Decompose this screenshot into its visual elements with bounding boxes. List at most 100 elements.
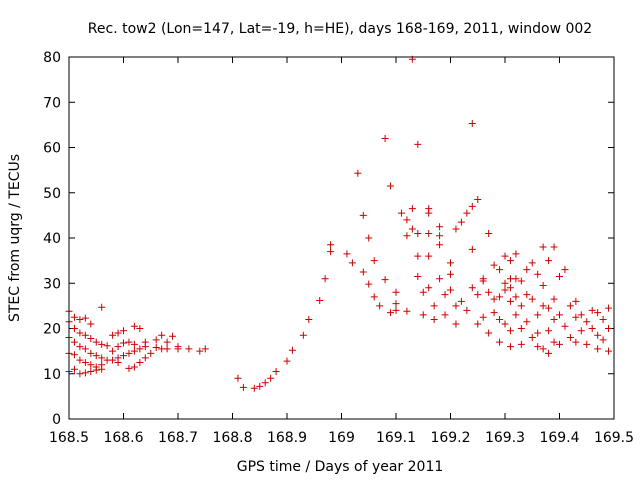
data-point bbox=[403, 307, 411, 315]
data-point bbox=[583, 340, 591, 348]
data-point bbox=[572, 338, 580, 346]
data-point bbox=[141, 354, 149, 362]
y-tick-label: 60 bbox=[43, 141, 61, 157]
data-point bbox=[539, 345, 547, 353]
data-point bbox=[414, 252, 422, 260]
data-point bbox=[599, 315, 607, 323]
y-axis-label: STEC from uqrg / TECUs bbox=[7, 154, 23, 322]
data-point bbox=[605, 347, 613, 355]
data-point bbox=[408, 225, 416, 233]
data-point bbox=[561, 266, 569, 274]
data-point bbox=[163, 338, 171, 346]
data-point bbox=[605, 304, 613, 312]
data-point bbox=[572, 297, 580, 305]
data-point bbox=[452, 302, 460, 310]
data-point bbox=[479, 277, 487, 285]
data-point bbox=[370, 293, 378, 301]
data-point bbox=[130, 322, 138, 330]
data-point bbox=[365, 280, 373, 288]
data-point bbox=[496, 293, 504, 301]
x-tick-label: 168.8 bbox=[212, 430, 252, 446]
data-point bbox=[441, 291, 449, 299]
data-point bbox=[114, 329, 122, 337]
data-point bbox=[501, 286, 509, 294]
data-point bbox=[392, 288, 400, 296]
data-point bbox=[588, 325, 596, 332]
data-point bbox=[299, 331, 307, 339]
data-point bbox=[114, 343, 122, 351]
data-point bbox=[517, 277, 525, 285]
data-point bbox=[545, 327, 553, 335]
data-point bbox=[414, 272, 422, 280]
data-point bbox=[594, 331, 602, 339]
data-point bbox=[158, 331, 166, 339]
data-point bbox=[436, 223, 444, 231]
data-point bbox=[572, 313, 580, 321]
data-point bbox=[365, 234, 373, 242]
data-point bbox=[136, 345, 144, 353]
data-point bbox=[463, 306, 471, 314]
data-point bbox=[539, 243, 547, 251]
data-point bbox=[81, 369, 89, 377]
data-point bbox=[267, 374, 275, 382]
data-point bbox=[447, 259, 454, 267]
data-point bbox=[534, 311, 542, 319]
data-point bbox=[130, 340, 138, 348]
x-tick-label: 168.7 bbox=[158, 430, 198, 446]
data-point bbox=[158, 345, 166, 353]
data-point bbox=[327, 248, 335, 256]
data-point bbox=[387, 309, 395, 317]
data-point bbox=[436, 241, 444, 249]
data-point bbox=[430, 315, 438, 323]
data-point bbox=[506, 297, 514, 305]
data-point bbox=[523, 291, 531, 299]
data-point bbox=[81, 331, 89, 339]
data-point bbox=[556, 311, 563, 319]
data-point bbox=[120, 352, 127, 360]
data-point bbox=[109, 356, 117, 364]
data-point bbox=[523, 318, 531, 326]
data-point bbox=[321, 275, 329, 283]
data-point bbox=[556, 340, 563, 348]
data-point bbox=[528, 334, 536, 342]
data-point bbox=[436, 232, 444, 240]
data-point bbox=[425, 229, 433, 237]
data-point bbox=[506, 327, 514, 335]
x-axis-label: GPS time / Days of year 2011 bbox=[237, 459, 444, 475]
data-point bbox=[577, 311, 585, 319]
data-point bbox=[70, 338, 78, 346]
data-point bbox=[474, 320, 482, 328]
chart-title: Rec. tow2 (Lon=147, Lat=-19, h=HE), days… bbox=[88, 21, 592, 37]
data-point bbox=[496, 315, 504, 323]
data-point bbox=[501, 320, 509, 328]
y-tick-label: 30 bbox=[43, 276, 61, 292]
data-point bbox=[136, 325, 144, 332]
data-point bbox=[169, 332, 177, 340]
data-point bbox=[114, 358, 122, 366]
data-point bbox=[539, 302, 547, 310]
data-point bbox=[81, 345, 89, 353]
axes: 168.5 168.6 168.7 168.8 168.9 169 169.1 169.2 16… bbox=[43, 50, 634, 446]
data-point bbox=[109, 347, 117, 355]
data-point bbox=[120, 327, 127, 335]
data-point bbox=[109, 331, 117, 339]
data-point bbox=[387, 182, 395, 190]
data-point bbox=[76, 315, 84, 323]
data-point bbox=[305, 315, 313, 323]
data-point bbox=[599, 336, 607, 344]
data-point bbox=[506, 284, 514, 292]
data-point bbox=[196, 347, 204, 355]
data-point bbox=[594, 309, 602, 317]
data-point bbox=[70, 313, 78, 321]
data-point bbox=[152, 336, 160, 344]
y-tick-label: 50 bbox=[43, 186, 61, 202]
data-point bbox=[392, 300, 400, 308]
data-point bbox=[70, 365, 78, 373]
data-point bbox=[125, 349, 133, 357]
data-point bbox=[419, 311, 427, 319]
data-point bbox=[376, 302, 384, 310]
data-point bbox=[490, 261, 498, 269]
data-point bbox=[98, 340, 106, 348]
y-tick-label: 80 bbox=[43, 50, 61, 66]
data-point bbox=[594, 345, 602, 353]
